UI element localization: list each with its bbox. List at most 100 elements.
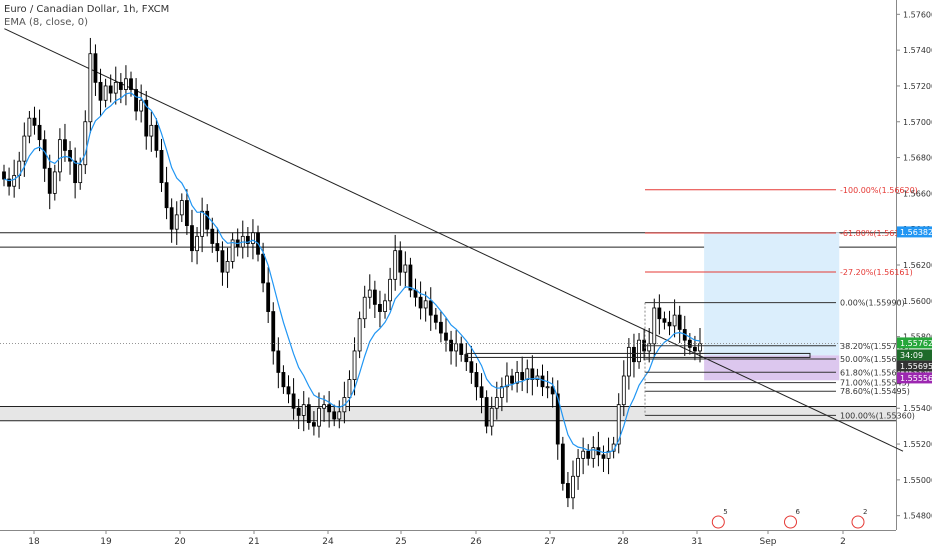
time-tick-label: 18 — [28, 537, 40, 547]
candle-body — [657, 307, 662, 320]
candle-body — [164, 182, 169, 209]
event-marker-count: 2 — [863, 508, 867, 516]
price-badge-label: 1.55762 — [900, 339, 932, 348]
candle-body — [510, 375, 514, 384]
candle-body — [261, 253, 265, 284]
candle-body — [88, 53, 93, 123]
price-badge — [897, 337, 932, 349]
candle-body — [616, 404, 621, 445]
time-tick-label: 27 — [544, 537, 555, 547]
candle-body — [306, 404, 311, 423]
long-position-target-zone[interactable] — [704, 232, 840, 356]
candle-body — [367, 289, 372, 298]
candle-body — [383, 300, 387, 312]
candle-body — [586, 450, 591, 459]
candle-body — [169, 207, 174, 230]
time-tick-label: 28 — [617, 537, 629, 547]
candle-body — [215, 243, 220, 252]
time-tick-label: 20 — [174, 537, 186, 547]
time-tick-label: 26 — [470, 537, 482, 547]
price-badge — [897, 349, 932, 361]
economic-event-marker[interactable]: 2 — [851, 508, 867, 529]
price-badge — [897, 360, 932, 372]
price-badge-label: 1.55556 — [900, 374, 932, 383]
selected-level-box[interactable] — [465, 352, 811, 358]
candle-body — [698, 343, 702, 352]
time-tick-label: 24 — [322, 537, 334, 547]
candle-body — [327, 404, 332, 413]
fib-level-label: 38.20%(1.55749) — [840, 342, 910, 351]
candle-body — [571, 475, 575, 499]
economic-event-marker[interactable]: 6 — [784, 508, 801, 529]
candle-body — [489, 407, 494, 427]
candle-body — [454, 343, 459, 352]
price-tick-label: 1.56600 — [903, 189, 932, 198]
candle-body — [134, 89, 138, 112]
price-tick-label: 1.55400 — [903, 404, 932, 413]
event-marker-count: 5 — [723, 508, 727, 516]
event-marker-count: 6 — [796, 508, 801, 516]
fib-level-label: 0.00%(1.55990) — [840, 299, 905, 308]
candle-body — [357, 318, 362, 352]
candle-body — [184, 200, 189, 227]
candle-body — [672, 314, 677, 327]
candle-body — [693, 346, 697, 352]
candle-body — [601, 454, 606, 459]
fib-level-label: 61.80%(1.55601) — [840, 368, 910, 377]
time-tick-label: 21 — [248, 537, 259, 547]
descending-trendline[interactable] — [4, 28, 904, 452]
candle-body — [499, 386, 504, 398]
price-badge — [897, 372, 932, 384]
candle-body — [230, 239, 235, 262]
candle-body — [362, 296, 367, 320]
price-badge-label: 34:09 — [900, 351, 923, 360]
fib-level-label: -27.20%(1.56161) — [840, 268, 913, 277]
support-zone — [0, 406, 896, 421]
candle-body — [251, 232, 255, 244]
candle-body — [301, 404, 306, 416]
candle-body — [576, 457, 580, 477]
candle-body — [428, 300, 433, 316]
candle-body — [296, 407, 301, 416]
candle-body — [68, 150, 72, 162]
candle-body — [37, 124, 42, 141]
price-badge — [897, 226, 932, 238]
candle-body — [459, 343, 464, 355]
candle-body — [118, 81, 123, 90]
candle-body — [560, 443, 565, 484]
candle-body — [2, 171, 6, 180]
candle-body — [388, 278, 393, 302]
candle-body — [7, 178, 11, 187]
candle-body — [515, 372, 520, 384]
price-tick-label: 1.54800 — [903, 512, 932, 521]
candle-body — [337, 411, 342, 420]
candle-body — [220, 250, 225, 273]
candle-body — [266, 282, 271, 312]
economic-event-marker[interactable]: 5 — [711, 508, 728, 529]
candle-body — [393, 250, 398, 280]
candle-body — [505, 375, 509, 388]
candle-body — [108, 85, 113, 94]
event-marker-icon — [711, 515, 725, 529]
candle-body — [73, 160, 78, 184]
event-marker-icon — [784, 515, 797, 529]
price-tick-label: 1.56200 — [903, 261, 932, 270]
candle-body — [322, 404, 326, 409]
candle-body — [677, 314, 682, 330]
candle-body — [190, 225, 194, 252]
candle-body — [494, 397, 499, 409]
candle-body — [27, 117, 32, 137]
candle-body — [83, 121, 88, 166]
ema-line[interactable] — [3, 92, 701, 454]
candle-body — [545, 386, 550, 389]
indicator-label[interactable]: EMA (8, close, 0) — [4, 17, 88, 28]
candle-body — [378, 303, 382, 312]
candle-body — [63, 139, 67, 151]
candle-body — [149, 124, 154, 137]
price-tick-label: 1.57200 — [903, 82, 932, 91]
price-badge-label: 1.55695 — [900, 362, 932, 371]
candle-body — [530, 368, 535, 380]
symbol-title[interactable]: Euro / Canadian Dollar, 1h, FXCM — [4, 4, 170, 15]
